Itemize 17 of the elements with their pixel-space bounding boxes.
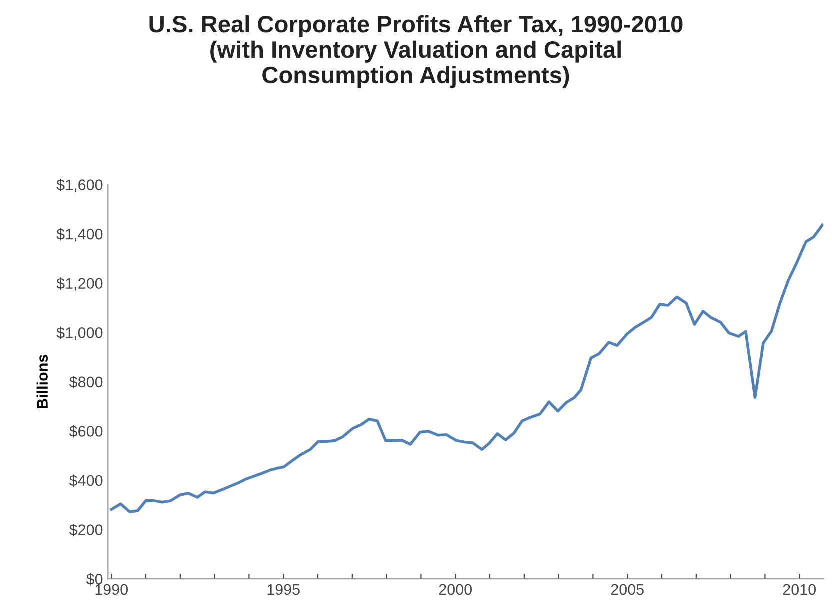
y-tick-label: $1,000 bbox=[56, 326, 103, 340]
chart-title: U.S. Real Corporate Profits After Tax, 1990-2010 (with Inventory Valuation and Capital Consumption Adjustments) bbox=[150, 15, 683, 88]
y-tick-label: $0 bbox=[86, 573, 103, 586]
y-tick-label: $600 bbox=[69, 425, 103, 438]
line-series bbox=[110, 224, 824, 514]
x-tick-label: 2010 bbox=[783, 584, 816, 596]
y-tick-label: $1,200 bbox=[56, 278, 103, 291]
x-tick-label: 2005 bbox=[611, 584, 644, 596]
y-tick-label: $200 bbox=[69, 524, 103, 536]
y-axis-title: Billions bbox=[36, 354, 48, 408]
x-tick-label: 1990 bbox=[96, 584, 128, 596]
y-tick-label: $1,400 bbox=[56, 228, 103, 242]
x-tick-label: 1995 bbox=[268, 584, 300, 596]
y-tick-label: $800 bbox=[69, 376, 103, 389]
x-tick-label: 2000 bbox=[439, 584, 472, 596]
y-tick-label: $400 bbox=[69, 474, 103, 488]
y-tick-label: $1,600 bbox=[56, 179, 103, 192]
